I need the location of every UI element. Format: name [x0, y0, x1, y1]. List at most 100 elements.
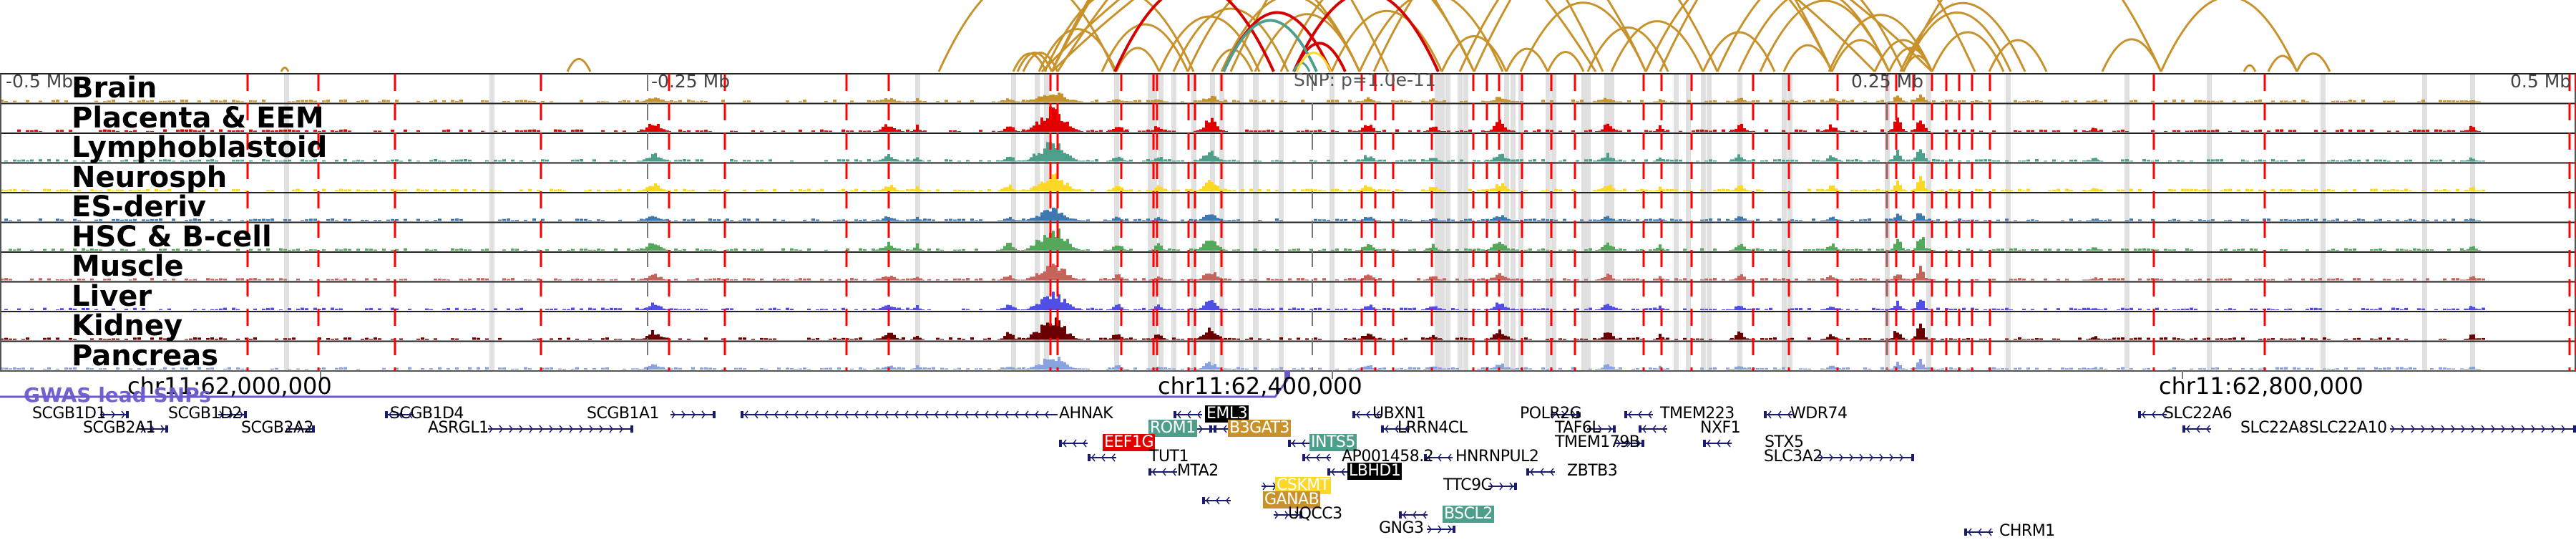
- signal-bar: [2434, 130, 2438, 132]
- signal-bar: [1305, 338, 1309, 339]
- signal-bar: [1683, 309, 1687, 310]
- signal-bar: [1271, 130, 1274, 132]
- signal-bar: [1992, 249, 1996, 251]
- signal-bar: [2207, 337, 2210, 339]
- signal-bar: [2331, 279, 2335, 280]
- signal-bar: [1262, 100, 1266, 102]
- signal-bar: [890, 307, 893, 310]
- signal-bar: [550, 309, 553, 310]
- signal-bar: [906, 130, 909, 132]
- signal-bar: [2284, 160, 2288, 162]
- signal-bar: [2314, 219, 2318, 221]
- signal-bar: [1163, 190, 1166, 191]
- signal-bar: [957, 131, 961, 132]
- signal-bar: [425, 249, 429, 251]
- signal-bar: [1408, 220, 1412, 221]
- signal-bar: [1049, 211, 1052, 221]
- signal-bar: [743, 249, 746, 251]
- signal-bar: [1052, 95, 1055, 102]
- signal-bar: [2086, 250, 2089, 251]
- signal-bar: [1041, 246, 1044, 251]
- signal-bar: [1840, 161, 1843, 162]
- signal-bar: [550, 101, 553, 102]
- signal-bar: [1631, 338, 1635, 340]
- signal-bar: [1501, 215, 1504, 221]
- signal-bar: [1279, 220, 1283, 221]
- signal-bar: [1340, 309, 1343, 310]
- signal-bar: [1030, 218, 1033, 221]
- signal-bar: [1423, 339, 1426, 340]
- signal-bar: [399, 339, 403, 340]
- signal-bar: [1601, 307, 1604, 310]
- signal-bar: [824, 160, 828, 162]
- signal-bar: [922, 339, 924, 340]
- signal-bar: [2134, 100, 2137, 102]
- signal-bar: [1024, 250, 1027, 251]
- signal-bar: [1012, 100, 1015, 102]
- signal-bar: [957, 190, 961, 191]
- signal-bar: [1576, 308, 1579, 310]
- signal-bar: [1820, 309, 1823, 310]
- signal-bar: [1279, 100, 1283, 102]
- signal-bar: [1408, 130, 1412, 132]
- signal-bar: [1520, 101, 1523, 102]
- signal-bar: [1737, 125, 1740, 132]
- signal-bar: [1832, 185, 1835, 191]
- signal-bar: [1216, 246, 1219, 251]
- signal-bar: [1598, 131, 1601, 132]
- signal-bar: [1118, 186, 1121, 191]
- signal-bar: [1984, 159, 1987, 161]
- signal-bar: [442, 130, 446, 132]
- signal-bar: [1899, 216, 1902, 221]
- signal-bar: [1627, 100, 1631, 102]
- signal-bar: [654, 274, 657, 280]
- signal-bar: [575, 130, 579, 132]
- signal-bar: [1163, 130, 1166, 132]
- signal-bar: [266, 308, 270, 310]
- signal-bar: [743, 160, 746, 161]
- signal-bar: [1236, 219, 1240, 221]
- signal-bar: [1095, 309, 1098, 310]
- signal-bar: [1157, 158, 1160, 161]
- signal-bar: [1835, 100, 1838, 102]
- signal-bar: [378, 101, 381, 102]
- signal-bar: [1236, 100, 1240, 102]
- signal-bar: [1558, 190, 1562, 191]
- signal-bar: [1372, 189, 1375, 191]
- signal-bar: [807, 279, 811, 281]
- signal-bar: [2344, 220, 2348, 221]
- signal-bar: [2121, 160, 2124, 162]
- signal-bar: [1106, 250, 1109, 251]
- signal-bar: [1816, 249, 1820, 251]
- signal-bar: [1115, 305, 1118, 310]
- signal-bar: [2379, 160, 2382, 162]
- signal-bar: [873, 280, 876, 281]
- signal-bar: [2164, 309, 2167, 310]
- signal-bar: [1279, 279, 1283, 280]
- signal-bar: [1919, 299, 1922, 310]
- signal-bar: [1975, 160, 1979, 162]
- signal-bar: [687, 279, 691, 280]
- signal-bar: [1829, 125, 1832, 132]
- signal-bar: [1166, 280, 1169, 281]
- signal-bar: [2005, 218, 2009, 221]
- signal-bar: [1872, 279, 1875, 281]
- signal-bar: [1996, 160, 2000, 162]
- signal-bar: [1202, 217, 1205, 221]
- signal-bar: [1196, 249, 1199, 251]
- signal-bar: [1370, 304, 1372, 310]
- signal-bar: [2271, 309, 2275, 310]
- signal-bar: [786, 308, 789, 310]
- signal-bar: [2472, 219, 2475, 221]
- signal-bar: [1035, 240, 1038, 251]
- signal-bar: [1314, 278, 1317, 280]
- signal-bar: [743, 218, 746, 221]
- signal-bar: [1670, 218, 1674, 221]
- signal-bar: [2467, 160, 2469, 161]
- signal-bar: [1664, 250, 1667, 251]
- signal-bar: [1423, 280, 1426, 281]
- signal-bar: [1477, 220, 1480, 221]
- signal-bar: [1133, 279, 1137, 281]
- signal-bar: [1069, 126, 1072, 132]
- signal-bar: [232, 308, 235, 310]
